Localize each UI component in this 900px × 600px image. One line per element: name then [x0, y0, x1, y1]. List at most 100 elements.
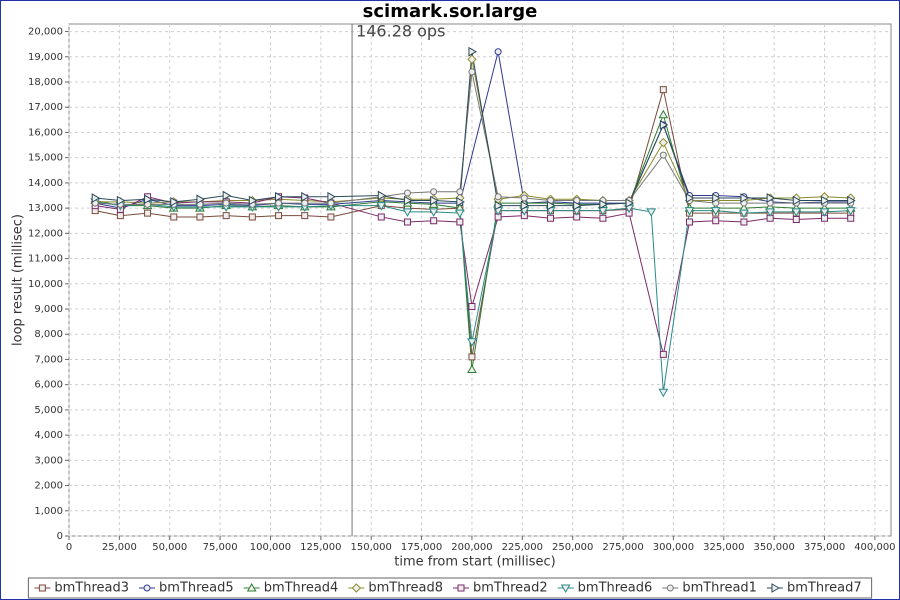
- point: [327, 191, 336, 202]
- point: [712, 217, 720, 225]
- y-tick-label: 14,000: [28, 178, 63, 189]
- y-tick-label: 2,000: [34, 481, 63, 492]
- legend-item: bmThread7: [766, 581, 862, 596]
- point: [573, 213, 581, 221]
- y-tick-label: 5,000: [34, 405, 63, 416]
- point: [658, 137, 669, 148]
- point: [170, 196, 179, 207]
- point: [403, 195, 413, 206]
- legend-label: bmThread1: [682, 581, 757, 596]
- point: [456, 188, 464, 196]
- point: [792, 195, 802, 206]
- point: [222, 190, 232, 201]
- point: [740, 193, 749, 203]
- point: [430, 195, 439, 206]
- point: [467, 364, 477, 374]
- point: [468, 46, 477, 57]
- point: [646, 208, 657, 217]
- point: [821, 214, 829, 222]
- point: [599, 199, 608, 210]
- legend-label: bmThread2: [473, 581, 548, 596]
- point: [275, 212, 283, 220]
- point: [666, 584, 674, 592]
- point: [116, 195, 126, 206]
- series-line: [95, 201, 851, 393]
- point: [494, 48, 502, 56]
- y-tick-label: 6,000: [34, 380, 63, 391]
- x-axis-label: time from start (millisec): [394, 555, 555, 570]
- point: [275, 199, 283, 207]
- x-tick-label: 50,000: [152, 542, 187, 553]
- point: [821, 195, 830, 206]
- legend-item: bmThread1: [662, 581, 757, 596]
- point: [520, 200, 530, 211]
- y-tick-label: 0: [57, 531, 63, 542]
- point: [819, 208, 830, 217]
- series-line: [95, 51, 851, 209]
- marker-label: 146.28 ops: [356, 22, 445, 41]
- point: [547, 214, 555, 222]
- point: [659, 120, 669, 130]
- point: [659, 350, 667, 358]
- point: [377, 213, 385, 221]
- y-tick-label: 20,000: [28, 27, 63, 38]
- point: [376, 202, 387, 211]
- point: [659, 151, 667, 159]
- point: [301, 191, 310, 202]
- point: [573, 200, 582, 211]
- y-tick-label: 10,000: [28, 279, 63, 290]
- y-tick-label: 16,000: [28, 127, 63, 138]
- point: [712, 193, 721, 203]
- point: [494, 193, 502, 201]
- point: [457, 584, 465, 592]
- point: [275, 191, 284, 202]
- point: [791, 208, 802, 217]
- point: [847, 195, 856, 206]
- point: [547, 200, 556, 211]
- point: [845, 207, 856, 216]
- point: [456, 218, 464, 226]
- x-tick-label: 275,000: [602, 542, 643, 553]
- legend-label: bmThread6: [578, 581, 653, 596]
- y-tick-label: 19,000: [28, 52, 63, 63]
- x-tick-label: 350,000: [753, 542, 794, 553]
- point: [454, 209, 465, 219]
- point: [710, 207, 721, 216]
- x-tick-label: 375,000: [804, 542, 845, 553]
- x-tick-label: 225,000: [502, 542, 543, 553]
- y-tick-label: 17,000: [28, 102, 63, 113]
- point: [468, 302, 476, 310]
- legend-label: bmThread7: [787, 581, 862, 596]
- legend-label: bmThread3: [54, 581, 129, 596]
- x-tick-label: 75,000: [203, 542, 238, 553]
- x-tick-label: 175,000: [401, 542, 442, 553]
- point: [377, 190, 387, 201]
- plot-series: [90, 46, 856, 398]
- x-tick-label: 0: [66, 542, 72, 553]
- point: [351, 583, 362, 593]
- point: [196, 213, 204, 221]
- point: [222, 212, 230, 220]
- point: [430, 217, 438, 225]
- point: [403, 189, 411, 197]
- x-tick-label: 150,000: [351, 542, 392, 553]
- point: [494, 200, 504, 211]
- x-tick-label: 25,000: [102, 542, 137, 553]
- point: [301, 212, 309, 220]
- legend-label: bmThread4: [264, 581, 339, 596]
- point: [301, 199, 309, 207]
- point: [38, 584, 46, 592]
- x-tick-label: 325,000: [703, 542, 744, 553]
- point: [403, 218, 411, 226]
- point: [659, 86, 667, 94]
- point: [625, 198, 635, 208]
- legend-item: bmThread8: [348, 581, 443, 596]
- point: [144, 194, 153, 205]
- legend-box: [27, 577, 873, 599]
- point: [686, 218, 694, 226]
- point: [766, 214, 774, 222]
- point: [765, 208, 775, 217]
- point: [494, 213, 502, 221]
- point: [116, 212, 124, 220]
- point: [684, 207, 695, 216]
